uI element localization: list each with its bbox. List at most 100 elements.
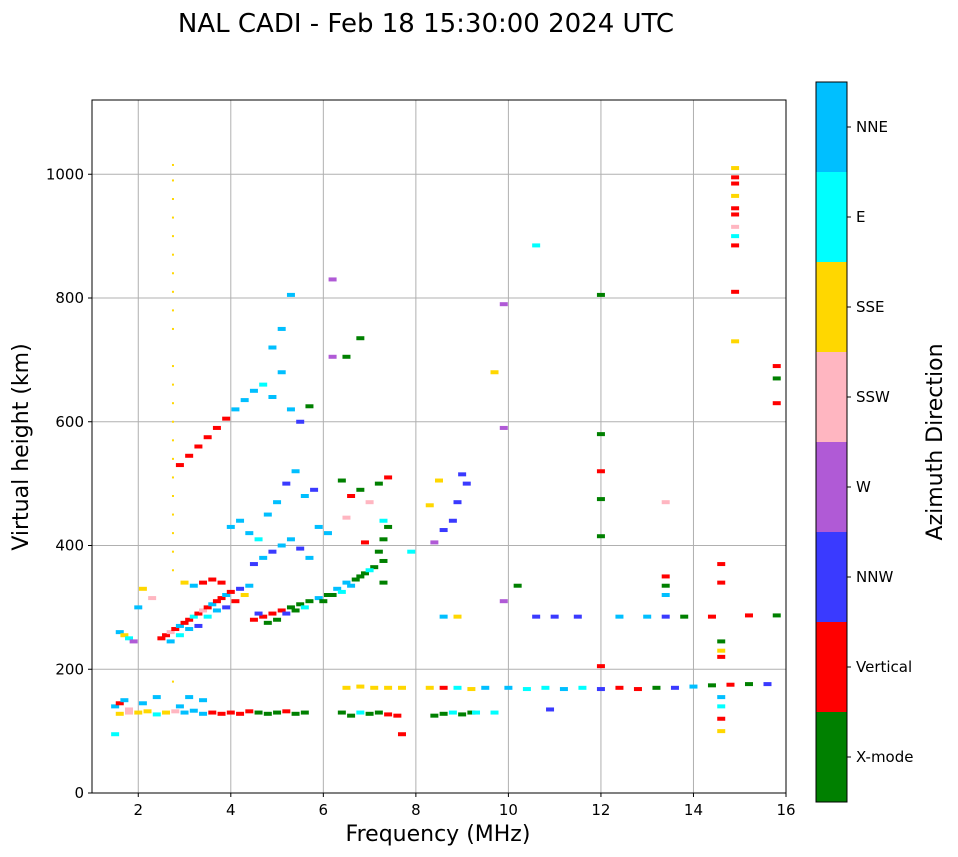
echo-point	[245, 709, 254, 714]
echo-point	[129, 639, 138, 644]
echo-point	[194, 623, 203, 628]
echo-point	[222, 593, 231, 597]
echo-point	[397, 732, 406, 737]
echo-point	[157, 636, 166, 641]
echo-point	[772, 376, 781, 381]
echo-point	[175, 633, 184, 638]
echo-point	[282, 709, 291, 714]
echo-point	[300, 605, 309, 610]
echo-point	[286, 407, 295, 412]
echo-point	[259, 555, 268, 560]
colorbar-swatch	[816, 532, 847, 622]
echo-point	[199, 608, 208, 613]
echo-point	[661, 583, 670, 588]
echo-point	[370, 565, 379, 570]
echo-point	[374, 549, 383, 554]
echo-point	[138, 586, 147, 591]
echo-point	[731, 193, 740, 198]
echo-point	[138, 701, 147, 706]
colorbar-category-label: SSW	[856, 388, 890, 406]
echo-point	[134, 710, 143, 715]
echo-point	[596, 292, 605, 297]
echo-point	[379, 558, 388, 563]
echo-point	[439, 528, 448, 533]
echo-point	[731, 234, 740, 239]
plot-frame	[91, 99, 787, 794]
echo-point	[194, 611, 203, 616]
echo-point	[115, 630, 124, 635]
echo-point	[162, 633, 171, 638]
colorbar-swatch	[816, 352, 847, 442]
echo-point	[125, 707, 134, 712]
echo-point	[162, 710, 171, 715]
echo-point	[333, 586, 342, 591]
echo-point	[171, 327, 174, 330]
echo-point	[379, 580, 388, 585]
echo-point	[240, 593, 249, 597]
echo-point	[670, 685, 679, 690]
colorbar-label: Azimuth Direction	[923, 343, 948, 540]
echo-point	[328, 277, 337, 282]
echo-point	[171, 495, 174, 497]
echo-point	[356, 487, 365, 492]
echo-point	[397, 685, 406, 690]
echo-point	[217, 596, 226, 601]
echo-point	[379, 537, 388, 542]
echo-point	[152, 712, 161, 717]
echo-point	[189, 708, 198, 713]
echo-point	[171, 532, 174, 535]
echo-point	[254, 537, 263, 542]
echo-point	[731, 243, 740, 248]
echo-point	[425, 685, 434, 690]
echo-point	[212, 608, 221, 613]
x-tick-label: 2	[133, 801, 143, 819]
echo-point	[171, 253, 174, 256]
echo-point	[707, 683, 716, 688]
echo-point	[323, 593, 332, 597]
echo-point	[263, 711, 272, 716]
echo-point	[226, 524, 235, 529]
echo-point	[772, 613, 781, 618]
echo-point	[731, 166, 740, 171]
echo-point	[347, 494, 356, 498]
echo-point	[171, 179, 174, 182]
y-axis-label: Virtual height (km)	[9, 343, 34, 550]
echo-point	[180, 710, 189, 715]
echo-point	[171, 550, 174, 553]
echo-point	[731, 181, 740, 186]
echo-point	[171, 439, 174, 442]
echo-point	[300, 710, 309, 715]
colorbar-category-label: X-mode	[856, 748, 913, 766]
echo-point	[744, 682, 753, 687]
echo-point	[596, 497, 605, 502]
echo-point	[731, 175, 740, 180]
echo-point	[189, 583, 198, 588]
echo-point	[731, 206, 740, 211]
echo-point	[342, 515, 351, 520]
x-tick-label: 12	[591, 801, 610, 819]
echo-point	[744, 613, 753, 618]
echo-point	[425, 503, 434, 508]
echo-point	[731, 289, 740, 294]
echo-point	[171, 709, 180, 714]
x-axis-label: Frequency (MHz)	[346, 822, 531, 847]
echo-point	[120, 698, 129, 703]
echo-point	[171, 420, 174, 423]
echo-point	[291, 469, 300, 474]
colorbar-swatch	[816, 82, 847, 172]
colorbar-category-label: E	[856, 208, 865, 226]
echo-point	[731, 212, 740, 217]
echo-point	[717, 695, 726, 700]
echo-point	[772, 401, 781, 406]
echo-point	[282, 611, 291, 616]
echo-point	[231, 599, 240, 604]
echo-point	[199, 580, 208, 585]
echo-point	[171, 680, 174, 683]
echo-point	[217, 711, 226, 716]
echo-point	[360, 540, 369, 545]
echo-point	[374, 710, 383, 715]
echo-point	[370, 685, 379, 690]
echo-point	[208, 577, 217, 582]
echo-point	[125, 636, 134, 641]
